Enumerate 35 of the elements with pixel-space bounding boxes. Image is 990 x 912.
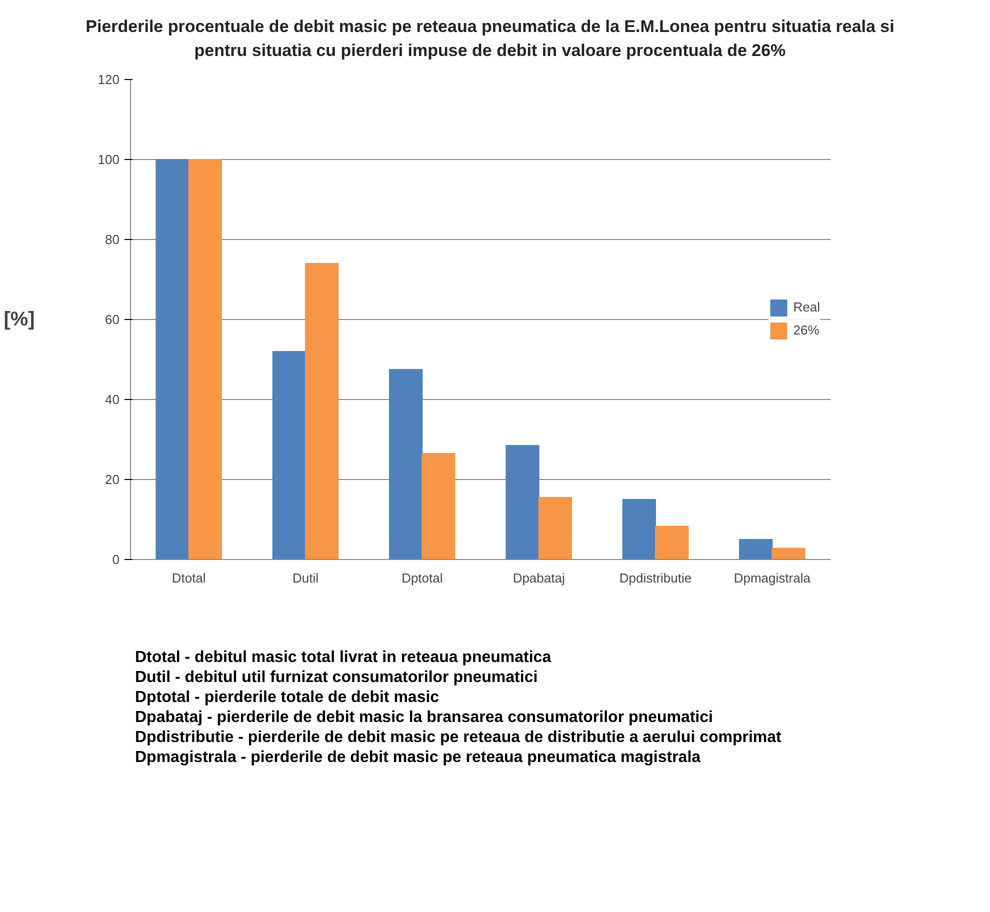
x-tick-label: Dptotal xyxy=(402,570,443,586)
text: Dtotal - debitul masic total livrat in reteaua pneumatica xyxy=(135,648,552,666)
legend-label: 26% xyxy=(793,322,820,338)
bar xyxy=(538,496,572,560)
y-tick-label: 40 xyxy=(105,392,120,407)
y-tick-label: 60 xyxy=(105,312,120,327)
bar xyxy=(772,547,806,560)
x-tick-label: Dpmagistrala xyxy=(734,570,812,586)
x-tick-label: Dtotal xyxy=(172,570,206,586)
text: Dpabataj - pierderile de debit masic la bransarea consumatorilor pneumatici xyxy=(135,708,713,726)
x-tick-label: Dpdistributie xyxy=(619,570,692,586)
bar xyxy=(506,444,540,560)
legend-label: Real xyxy=(793,300,820,315)
y-tick-label: 20 xyxy=(105,472,120,487)
chart-title: Pierderile procentuale de debit masic pe reteaua pneumatica de la E.M.Lonea pentru situatia reala si pentru situatia cu pierderi impuse de debit in valoare procentuala de 26% xyxy=(86,16,894,62)
bar xyxy=(422,452,456,560)
bar xyxy=(622,498,656,560)
text: Dptotal - pierderile totale de debit masic xyxy=(135,688,440,706)
x-tick-label: Dutil xyxy=(292,570,319,586)
text: Dpmagistrala - pierderile de debit masic pe reteaua pneumatica magistrala xyxy=(135,748,701,766)
y-tick-label: 80 xyxy=(105,232,120,247)
bar xyxy=(156,158,190,560)
text: Dutil - debitul util furnizat consumatorilor pneumatici xyxy=(135,668,538,686)
y-axis-title: [%] xyxy=(4,308,35,330)
bar xyxy=(655,525,689,560)
y-tick-label: 120 xyxy=(98,72,120,87)
x-tick-label: Dpabataj xyxy=(512,570,565,586)
y-tick-label: 0 xyxy=(112,552,120,567)
bar xyxy=(305,262,339,560)
text: Dpdistributie - pierderile de debit masic pe reteaua de distributie a aerului comprimat xyxy=(135,728,782,746)
y-tick-label: 100 xyxy=(98,152,120,167)
bar xyxy=(272,350,306,560)
bar xyxy=(739,538,773,560)
bar xyxy=(188,158,222,560)
bar xyxy=(389,368,423,560)
